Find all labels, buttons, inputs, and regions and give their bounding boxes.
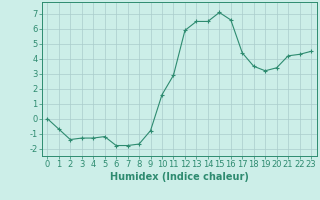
X-axis label: Humidex (Indice chaleur): Humidex (Indice chaleur) xyxy=(110,172,249,182)
